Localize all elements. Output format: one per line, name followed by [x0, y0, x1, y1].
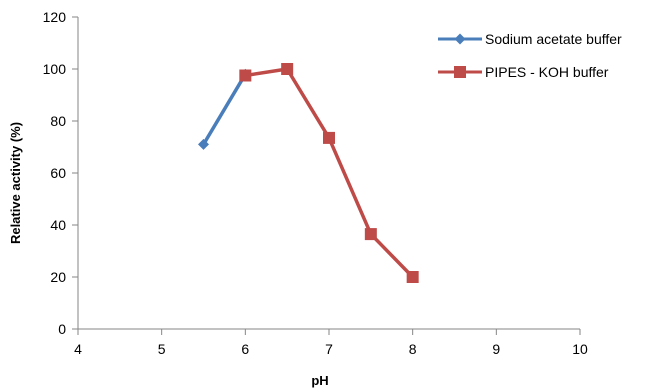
- x-tick-label: 6: [241, 341, 249, 357]
- x-tick-label: 7: [325, 341, 333, 357]
- y-tick-label: 20: [50, 269, 66, 285]
- series-line: [201, 73, 247, 146]
- series-2: [239, 63, 419, 283]
- y-tick-label: 100: [43, 61, 67, 77]
- y-tick-label: 120: [43, 9, 67, 25]
- y-axis-ticks: 0 20 40 60 80 100 120: [43, 9, 78, 337]
- series-layer: [198, 63, 419, 283]
- data-point: [323, 131, 335, 144]
- legend: Sodium acetate buffer PIPES - KOH buffer: [438, 31, 622, 80]
- legend-marker: [454, 66, 466, 78]
- y-tick-label: 60: [50, 165, 66, 181]
- y-tick-label: 0: [58, 321, 66, 337]
- data-point: [198, 138, 209, 150]
- x-tick-label: 4: [74, 341, 82, 357]
- legend-label: PIPES - KOH buffer: [485, 64, 609, 80]
- data-point: [406, 271, 419, 283]
- x-axis-title: pH: [311, 373, 328, 388]
- x-tick-label: 9: [492, 341, 500, 357]
- legend-marker: [454, 33, 466, 45]
- data-point: [281, 63, 294, 75]
- y-tick-label: 80: [50, 113, 66, 129]
- data-point: [364, 228, 377, 241]
- legend-item: PIPES - KOH buffer: [438, 64, 609, 80]
- x-tick-label: 10: [572, 341, 588, 357]
- series-line: [245, 67, 414, 279]
- legend-item: Sodium acetate buffer: [438, 31, 622, 47]
- legend-label: Sodium acetate buffer: [485, 31, 622, 47]
- x-tick-label: 8: [409, 341, 417, 357]
- y-tick-label: 40: [50, 217, 66, 233]
- x-axis-ticks: 4 5 6 7 8 9 10: [74, 329, 588, 357]
- y-axis-title: Relative activity (%): [8, 122, 23, 244]
- data-point: [239, 69, 252, 82]
- x-tick-label: 5: [158, 341, 166, 357]
